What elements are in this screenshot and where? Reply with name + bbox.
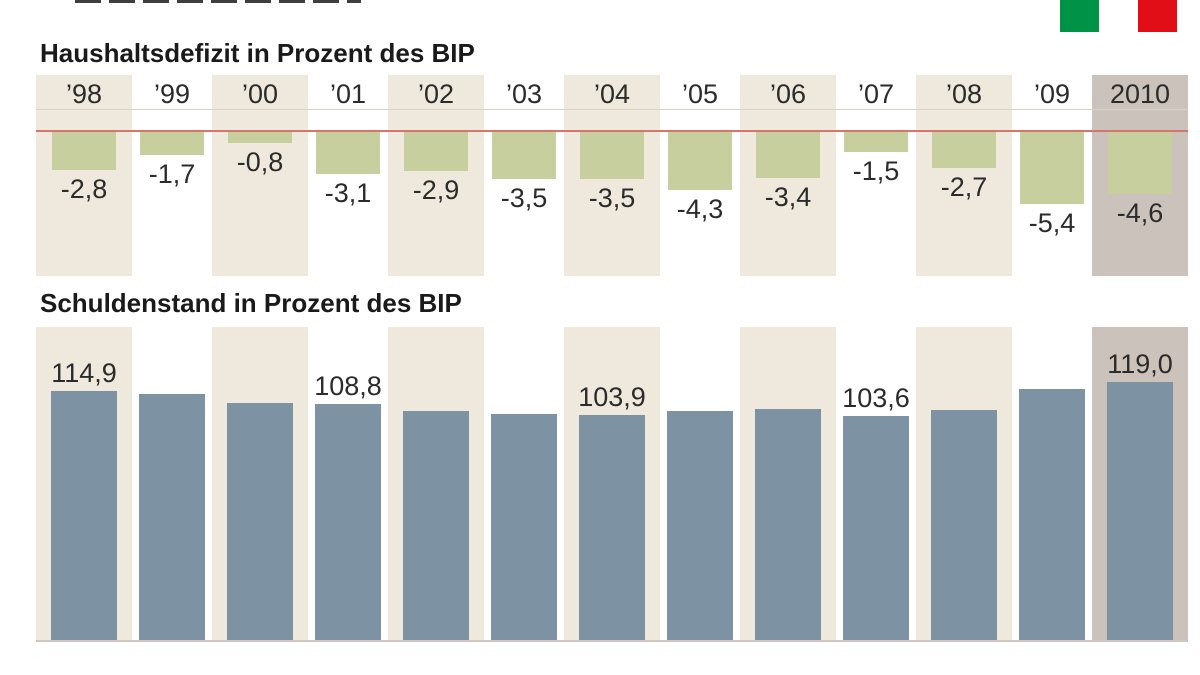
value-label: -4,6 <box>1116 198 1164 228</box>
debt-bar <box>139 394 205 641</box>
debt-baseline-line <box>36 640 1188 642</box>
value-label: -2,7 <box>940 172 988 202</box>
column-band: ’09 -5,4 <box>1012 75 1092 276</box>
italy-flag-icon <box>1060 0 1177 32</box>
year-label: ’07 <box>857 79 895 109</box>
deficit-bar <box>404 132 468 171</box>
debt-bar <box>491 414 557 641</box>
year-header-rule <box>36 109 1188 110</box>
value-label: 103,6 <box>842 383 910 413</box>
column-band: ’05 -4,3 <box>660 75 740 276</box>
column-band: 103,9 <box>564 327 660 641</box>
column-band <box>916 327 1012 641</box>
year-label: ’02 <box>417 79 455 109</box>
column-band <box>132 327 212 641</box>
flag-red-stripe <box>1138 0 1177 32</box>
column-band <box>1012 327 1092 641</box>
deficit-bar <box>316 132 380 174</box>
column-band: ’98 -2,8 <box>36 75 132 276</box>
value-label: -0,8 <box>236 147 284 177</box>
debt-bar <box>403 411 469 641</box>
deficit-bar <box>580 132 644 179</box>
value-label: -5,4 <box>1028 208 1076 238</box>
deficit-bar <box>844 132 908 152</box>
year-label: ’03 <box>505 79 543 109</box>
column-band: ’00 -0,8 <box>212 75 308 276</box>
year-label: ’04 <box>593 79 631 109</box>
column-band <box>740 327 836 641</box>
value-label: 108,8 <box>314 371 382 401</box>
debt-bar <box>931 410 997 641</box>
debt-bar <box>315 404 381 641</box>
column-band <box>484 327 564 641</box>
deficit-bar <box>756 132 820 178</box>
column-band <box>388 327 484 641</box>
debt-chart: 114,9 108,8 103,9 103,6 119,0 <box>36 327 1188 641</box>
value-label: 119,0 <box>1107 349 1173 379</box>
column-band: ’04 -3,5 <box>564 75 660 276</box>
deficit-bar <box>932 132 996 168</box>
column-band <box>660 327 740 641</box>
debt-bar <box>755 409 821 641</box>
column-band: ’08 -2,7 <box>916 75 1012 276</box>
cropped-headline-fragment <box>75 0 361 3</box>
column-band: ’07 -1,5 <box>836 75 916 276</box>
deficit-chart-title: Haushaltsdefizit in Prozent des BIP <box>40 38 475 68</box>
debt-bar <box>227 403 293 641</box>
flag-green-stripe <box>1060 0 1099 32</box>
column-band: ’02 -2,9 <box>388 75 484 276</box>
column-band-highlight-2010: 119,0 <box>1092 327 1188 641</box>
deficit-bar <box>668 132 732 190</box>
debt-bar <box>667 411 733 641</box>
debt-bar <box>51 391 117 641</box>
value-label: -3,1 <box>324 178 372 208</box>
column-band-highlight-2010: 2010 -4,6 <box>1092 75 1188 276</box>
column-band: ’03 -3,5 <box>484 75 564 276</box>
column-band: 103,6 <box>836 327 916 641</box>
deficit-chart: ’98 -2,8 ’99 -1,7 ’00 -0,8 ’01 -3,1 ’02 -2,9 ’03 -3… <box>36 75 1188 276</box>
year-label: ’05 <box>681 79 719 109</box>
year-label: ’08 <box>945 79 983 109</box>
value-label: -1,5 <box>852 156 900 186</box>
year-label: ’06 <box>769 79 807 109</box>
deficit-bar <box>492 132 556 179</box>
year-label: ’00 <box>241 79 279 109</box>
column-band: ’06 -3,4 <box>740 75 836 276</box>
debt-bar <box>1019 389 1085 641</box>
column-band: ’99 -1,7 <box>132 75 212 276</box>
year-label: ’98 <box>65 79 103 109</box>
year-label: ’99 <box>153 79 191 109</box>
flag-white-stripe <box>1099 0 1138 32</box>
debt-chart-title: Schuldenstand in Prozent des BIP <box>40 288 462 318</box>
year-label: 2010 <box>1109 79 1171 109</box>
value-label: -4,3 <box>676 194 724 224</box>
column-band: ’01 -3,1 <box>308 75 388 276</box>
value-label: -2,8 <box>60 174 108 204</box>
year-label: ’01 <box>329 79 367 109</box>
deficit-bar <box>1108 132 1172 194</box>
value-label: -3,5 <box>588 183 636 213</box>
zero-baseline-line <box>36 130 1188 132</box>
value-label: -3,4 <box>764 182 812 212</box>
value-label: -3,5 <box>500 183 548 213</box>
debt-bar <box>843 416 909 641</box>
deficit-bar <box>52 132 116 170</box>
column-band: 108,8 <box>308 327 388 641</box>
year-label: ’09 <box>1033 79 1071 109</box>
value-label: 114,9 <box>51 358 117 388</box>
debt-bar <box>579 415 645 641</box>
value-label: -2,9 <box>412 175 460 205</box>
deficit-bar <box>140 132 204 155</box>
column-band <box>212 327 308 641</box>
column-band: 114,9 <box>36 327 132 641</box>
debt-bar <box>1107 382 1173 641</box>
deficit-bar <box>228 132 292 143</box>
value-label: -1,7 <box>148 159 196 189</box>
value-label: 103,9 <box>578 382 646 412</box>
deficit-bar <box>1020 132 1084 204</box>
